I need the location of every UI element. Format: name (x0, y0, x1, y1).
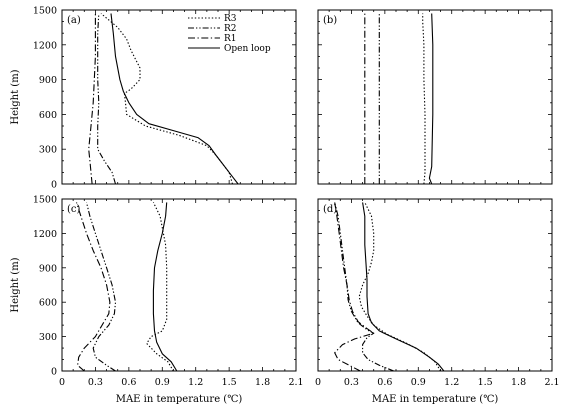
series-line-r3 (422, 13, 426, 185)
y-tick-label: 0 (51, 367, 57, 378)
panel-frame (61, 9, 297, 185)
series-line-open-loop (110, 13, 239, 185)
x-tick-label: 1.5 (222, 377, 237, 388)
series-line-r2 (97, 13, 117, 185)
series-line-r3 (358, 202, 442, 372)
x-tick-label: 0.9 (411, 377, 426, 388)
series-line-open-loop (362, 202, 445, 372)
y-tick-label: 900 (39, 263, 57, 274)
y-tick-label: 0 (51, 180, 57, 191)
x-tick-label: 1.8 (511, 377, 526, 388)
panel-label: (a) (67, 15, 81, 26)
y-tick-label: 1500 (33, 195, 57, 206)
series-line-r1 (88, 13, 96, 185)
series-line-r2 (334, 202, 395, 372)
x-tick-label: 0.3 (88, 377, 103, 388)
panel-label: (b) (323, 15, 337, 26)
x-tick-label: 1.5 (478, 377, 493, 388)
y-tick-label: 1200 (33, 229, 57, 240)
panel-label: (d) (323, 204, 337, 215)
series-line-open-loop (428, 13, 434, 185)
x-tick-label: 1.2 (444, 377, 459, 388)
x-tick-label: 0 (59, 377, 65, 388)
x-axis-title: MAE in temperature (℃) (372, 394, 499, 405)
panel-d: 0 0.3 0.6 0.9 1.2 1.5 1.8 2.1 MAE in temperature… (315, 198, 560, 405)
panel-a: 0 300 600 900 1200 1500 Height (m) (a) R3R2R1Ope… (10, 6, 297, 191)
plot-area: 0 300 600 900 1200 1500 Height (m) (a) R3R2R1Ope… (10, 6, 560, 406)
x-tick-label: 2.1 (544, 377, 559, 388)
x-tick-label: 0 (315, 377, 321, 388)
y-tick-label: 300 (39, 145, 57, 156)
y-tick-label: 300 (39, 332, 57, 343)
legend-label: R2 (224, 24, 237, 34)
x-tick-label: 0.6 (377, 377, 392, 388)
x-tick-label: 2.1 (288, 377, 303, 388)
panel-frame (317, 198, 553, 372)
y-tick-label: 600 (39, 110, 57, 121)
panel-label: (c) (67, 204, 81, 215)
series-line-r3 (146, 202, 174, 372)
y-tick-label: 1500 (33, 6, 57, 17)
series-line-r2 (85, 202, 117, 372)
panel-frame (61, 198, 297, 372)
legend-label: Open loop (224, 44, 271, 54)
y-axis-title: Height (m) (10, 257, 21, 312)
y-tick-label: 900 (39, 75, 57, 86)
x-tick-label: 1.8 (255, 377, 270, 388)
y-tick-label: 600 (39, 298, 57, 309)
x-tick-label: 0.9 (155, 377, 170, 388)
panel-b: (b) (317, 9, 553, 185)
x-axis-title: MAE in temperature (℃) (116, 394, 243, 405)
panel-frame (317, 9, 553, 185)
x-tick-label: 0.3 (344, 377, 359, 388)
legend-label: R3 (224, 14, 237, 24)
y-tick-label: 1200 (33, 40, 57, 51)
panel-c: 0 0.3 0.6 0.9 1.2 1.5 1.8 2.1 MAE in temperature… (10, 195, 304, 406)
y-axis-title: Height (m) (10, 69, 21, 124)
series-line-r1 (334, 202, 375, 372)
series-line-r3 (100, 13, 234, 185)
series-line-open-loop (152, 202, 178, 372)
x-tick-label: 1.2 (188, 377, 203, 388)
x-tick-label: 0.6 (121, 377, 136, 388)
series-line-r1 (75, 202, 111, 372)
legend-label: R1 (224, 34, 237, 44)
